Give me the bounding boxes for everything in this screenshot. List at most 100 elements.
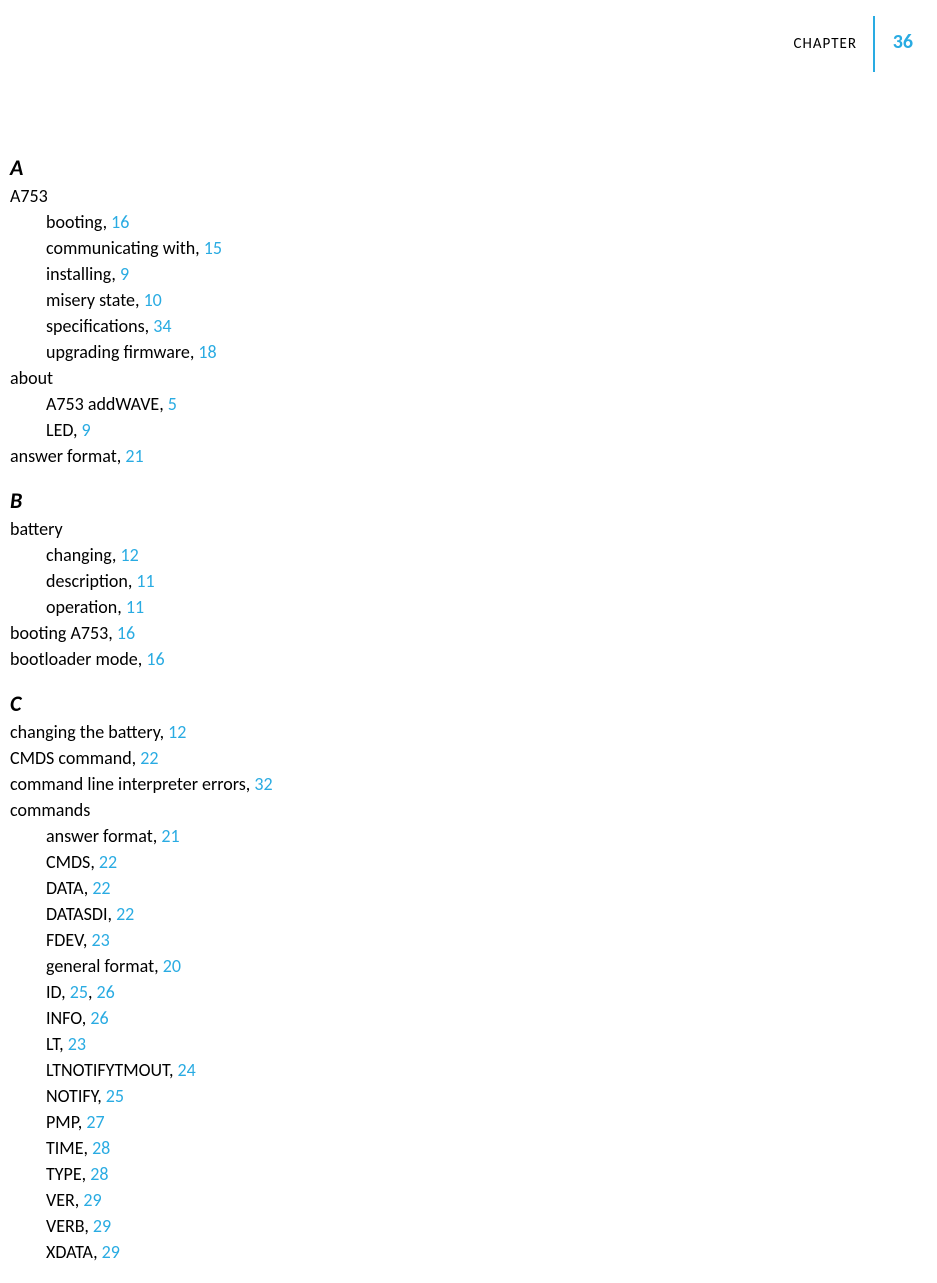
page-reference-link[interactable]: 26 [90,1007,108,1029]
page-reference-link[interactable]: 25 [70,981,88,1003]
page-reference-link[interactable]: 15 [204,237,222,259]
index-entry-text: LT, [46,1033,64,1055]
index-entry: DATASDI, 22 [10,901,937,927]
index-entry: changing the battery, 12 [10,719,937,745]
page-reference-link[interactable]: 11 [136,570,154,592]
index-entry: LT, 23 [10,1031,937,1057]
index-entry: specifications, 34 [10,313,937,339]
index-entry-text: TYPE, [46,1163,86,1185]
page-reference-link[interactable]: 22 [99,851,117,873]
index-entry: VERB, 29 [10,1213,937,1239]
index-entry-text: CMDS command, [10,747,136,769]
index-entry: INFO, 26 [10,1005,937,1031]
index-entry: LTNOTIFYTMOUT, 24 [10,1057,937,1083]
index-entry-text: LED, [46,419,77,441]
page-reference-link[interactable]: 22 [92,877,110,899]
page-reference-link[interactable]: 32 [254,773,272,795]
section-letter: A [10,154,937,181]
index-entry: installing, 9 [10,261,937,287]
page-reference-link[interactable]: 27 [86,1111,104,1133]
page-reference-link[interactable]: 25 [106,1085,124,1107]
index-entry-text: commands [10,799,90,821]
page-reference-link[interactable]: 12 [168,721,186,743]
index-entry: XDATA, 29 [10,1239,937,1265]
page-reference-link[interactable]: 29 [102,1241,120,1263]
page-reference-link[interactable]: 21 [161,825,179,847]
header-divider [873,16,875,72]
index-entry: FDEV, 23 [10,927,937,953]
index-entry-text: upgrading firmware, [46,341,194,363]
index-entry: LED, 9 [10,417,937,443]
index-entry: answer format, 21 [10,823,937,849]
index-entry-text: DATASDI, [46,903,112,925]
index-entry-text: PMP, [46,1111,82,1133]
page-reference-link[interactable]: 18 [198,341,216,363]
page-reference-link[interactable]: 16 [146,648,164,670]
chapter-number: 36 [893,30,913,54]
index-entry: CMDS, 22 [10,849,937,875]
page-reference-link[interactable]: 21 [125,445,143,467]
index-entry: bootloader mode, 16 [10,646,937,672]
page-reference-link[interactable]: 26 [97,981,115,1003]
page-reference-separator: , [88,981,97,1003]
index-entry-text: VERB, [46,1215,89,1237]
page-reference-link[interactable]: 22 [140,747,158,769]
index-entry: TYPE, 28 [10,1161,937,1187]
page-reference-link[interactable]: 34 [153,315,171,337]
index-entry: general format, 20 [10,953,937,979]
page-reference-link[interactable]: 28 [92,1137,110,1159]
index-entry: A753 addWAVE, 5 [10,391,937,417]
index-entry-text: NOTIFY, [46,1085,102,1107]
index-entry: description, 11 [10,568,937,594]
index-entry-text: A753 [10,185,48,207]
index-entry-text: operation, [46,596,122,618]
index-entry: changing, 12 [10,542,937,568]
index-entry: NOTIFY, 25 [10,1083,937,1109]
index-entry-text: changing, [46,544,116,566]
index-entry-text: about [10,367,53,389]
section-entries: batterychanging, 12description, 11operat… [10,516,937,672]
page-reference-link[interactable]: 24 [178,1059,196,1081]
page-reference-link[interactable]: 5 [168,393,177,415]
page-reference-link[interactable]: 16 [111,211,129,233]
page-reference-link[interactable]: 9 [120,263,129,285]
section-entries: changing the battery, 12CMDS command, 22… [10,719,937,1265]
page-reference-link[interactable]: 22 [116,903,134,925]
index-entry-text: changing the battery, [10,721,164,743]
section-entries: A753booting, 16communicating with, 15ins… [10,183,937,469]
index-entry-text: bootloader mode, [10,648,142,670]
page-reference-link[interactable]: 10 [144,289,162,311]
index-entry: DATA, 22 [10,875,937,901]
index-entry-text: FDEV, [46,929,87,951]
page-reference-link[interactable]: 20 [163,955,181,977]
index-entry: VER, 29 [10,1187,937,1213]
index-entry: TIME, 28 [10,1135,937,1161]
index-entry: operation, 11 [10,594,937,620]
chapter-label: CHAPTER [794,35,857,53]
index-entry-text: command line interpreter errors, [10,773,250,795]
page-reference-link[interactable]: 29 [83,1189,101,1211]
index-entry-text: booting, [46,211,107,233]
page-reference-link[interactable]: 11 [126,596,144,618]
index-entry-text: battery [10,518,63,540]
page-reference-link[interactable]: 28 [90,1163,108,1185]
page-header: CHAPTER 36 [10,0,937,90]
index-entry-text: installing, [46,263,116,285]
page-reference-link[interactable]: 23 [68,1033,86,1055]
page-reference-link[interactable]: 23 [91,929,109,951]
index-entry-text: CMDS, [46,851,95,873]
page-reference-link[interactable]: 29 [93,1215,111,1237]
index-entry: booting A753, 16 [10,620,937,646]
index-entry-text: LTNOTIFYTMOUT, [46,1059,173,1081]
page-reference-link[interactable]: 12 [120,544,138,566]
page-reference-link[interactable]: 9 [82,419,91,441]
index-entry: commands [10,797,937,823]
index-entry-text: communicating with, [46,237,200,259]
index-entry: A753 [10,183,937,209]
section-letter: B [10,487,937,514]
index-entry: battery [10,516,937,542]
index-entry-text: specifications, [46,315,149,337]
index-entry-text: INFO, [46,1007,86,1029]
page: CHAPTER 36 A A753 booting, 16 communicating… [0,0,937,1265]
page-reference-link[interactable]: 16 [117,622,135,644]
